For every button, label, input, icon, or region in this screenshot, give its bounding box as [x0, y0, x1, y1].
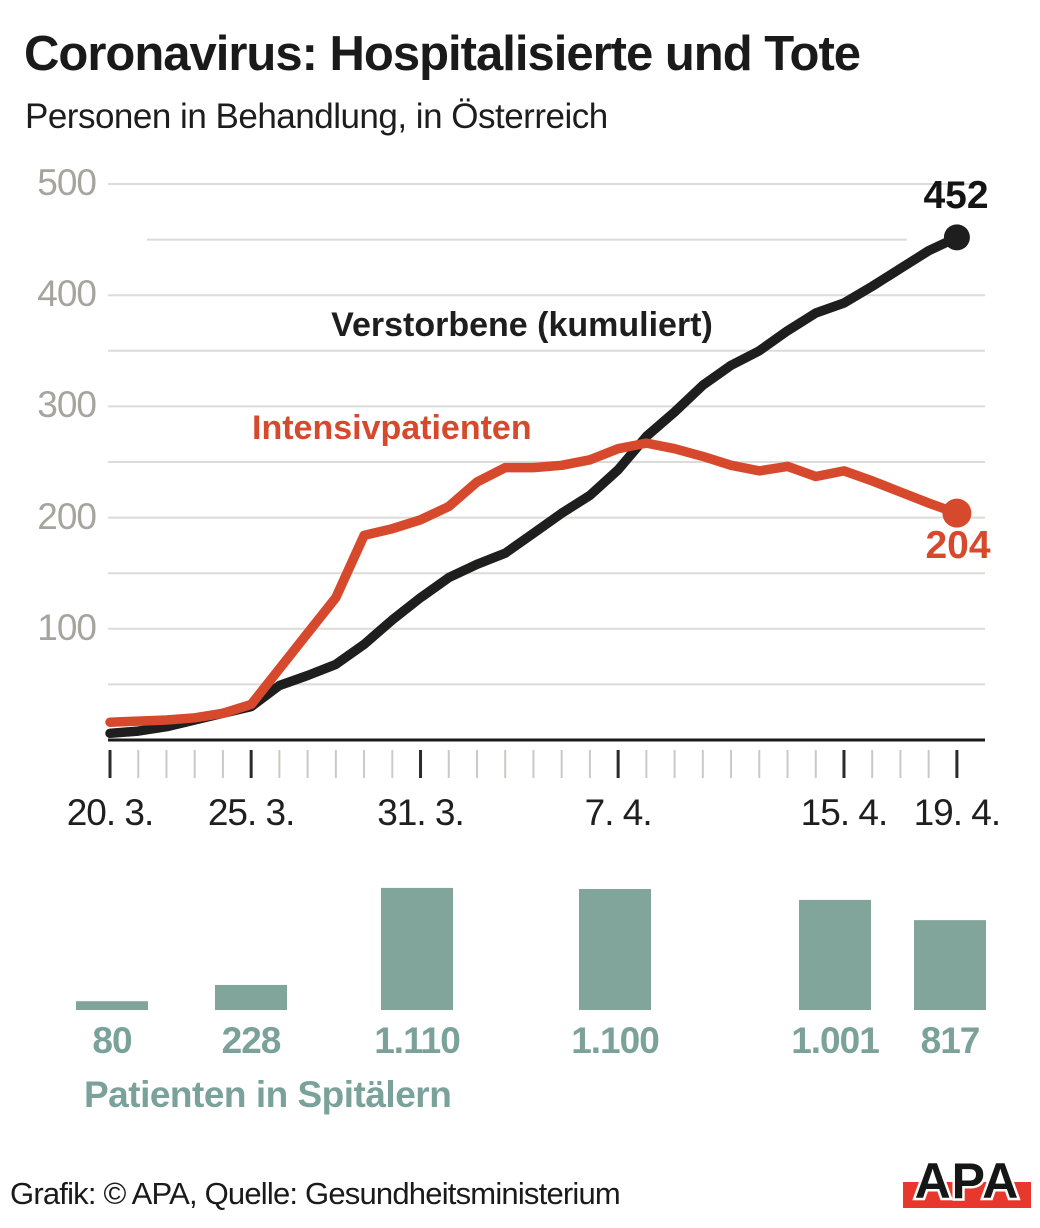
- series-label-deaths: Verstorbene (kumuliert): [331, 306, 713, 344]
- bar-value-label: 1.110: [374, 1020, 461, 1061]
- x-axis-date-label: 7. 4.: [584, 792, 653, 833]
- y-axis-label: 100: [37, 606, 97, 648]
- series-label-icu: Intensivpatienten: [252, 409, 532, 447]
- bar-value-label: 817: [920, 1020, 981, 1061]
- bar-value-label: 80: [92, 1020, 132, 1061]
- end-dot-icu: [942, 498, 972, 528]
- bar: [215, 984, 287, 1010]
- bar-value-label: 228: [221, 1020, 282, 1061]
- x-axis-date-label: 31. 3.: [377, 792, 465, 833]
- series-line-icu: [105, 438, 962, 727]
- bar: [76, 1001, 148, 1010]
- bar-value-label: 1.100: [571, 1020, 660, 1061]
- bar: [579, 889, 651, 1010]
- end-value-label-deaths: 452: [923, 174, 989, 217]
- y-axis-label: 500: [37, 162, 97, 203]
- x-axis-date-label: 15. 4.: [800, 792, 889, 833]
- credit-line: Grafik: © APA, Quelle: Gesundheitsminist…: [10, 1176, 621, 1211]
- x-axis-date-label: 19. 4.: [913, 792, 1002, 833]
- apa-logo-red-bar: [903, 1182, 1031, 1208]
- apa-logo: APA: [903, 1151, 1031, 1212]
- y-axis-label: 300: [37, 384, 97, 426]
- bar: [799, 899, 871, 1010]
- end-dot-deaths: [943, 224, 970, 251]
- bar: [914, 920, 986, 1010]
- page-subtitle: Personen in Behandlung, in Österreich: [25, 97, 608, 136]
- x-axis-date-label: 25. 3.: [207, 792, 296, 833]
- page-title: Coronavirus: Hospitalisierte und Tote: [24, 27, 861, 81]
- bar: [381, 887, 453, 1010]
- y-axis-label: 400: [37, 273, 97, 315]
- x-axis-date-label: 20. 3.: [66, 792, 155, 833]
- bar-value-label: 1.001: [791, 1020, 880, 1061]
- bar-chart-title: Patienten in Spitälern: [84, 1074, 452, 1115]
- end-value-label-icu: 204: [925, 524, 991, 567]
- apa-logo-text: APA: [915, 1153, 1020, 1209]
- y-axis-label: 200: [37, 495, 97, 537]
